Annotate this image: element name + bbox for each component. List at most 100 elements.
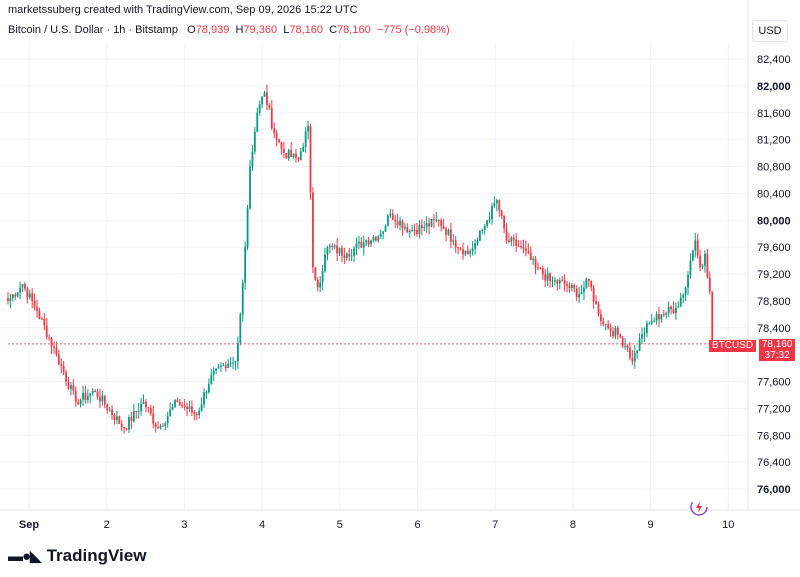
candle-body: [660, 314, 663, 320]
time-tick-label: 5: [337, 519, 343, 531]
candle-body: [181, 405, 184, 407]
candle-body: [125, 428, 128, 430]
candle-body: [200, 404, 203, 411]
currency-selector[interactable]: USD: [752, 20, 788, 42]
candle-body: [186, 406, 188, 410]
candle-body: [101, 395, 104, 402]
candle-body: [256, 112, 259, 132]
price-tick-label: 76,800: [757, 430, 791, 442]
candle-body: [626, 345, 629, 348]
candle-body: [48, 337, 51, 339]
candle-body: [166, 416, 169, 424]
candle-body: [483, 226, 486, 231]
candle-body: [544, 274, 547, 281]
candle-body: [387, 215, 389, 226]
candle-body: [679, 297, 682, 307]
candle-body: [650, 321, 653, 324]
price-axis[interactable]: 82,400 82,000 81,600 81,200 80,800 80,400 80,0…: [757, 54, 791, 496]
candle-body: [178, 401, 181, 406]
candle-body: [86, 396, 89, 400]
candle-body: [575, 288, 578, 298]
candles: [7, 84, 714, 434]
candle-body: [353, 248, 355, 256]
candle-body: [389, 213, 392, 216]
candle-body: [251, 151, 254, 167]
candle-body: [360, 241, 363, 248]
candle-body: [215, 368, 218, 371]
candle-body: [604, 324, 607, 326]
candle-body: [549, 273, 551, 281]
candle-body: [413, 230, 416, 232]
candle-body: [108, 409, 111, 411]
candle-body: [578, 294, 581, 298]
candle-body: [708, 277, 711, 292]
low-label: L: [283, 24, 290, 36]
candle-body: [147, 407, 150, 409]
candle-body: [665, 312, 668, 315]
candle-body: [500, 210, 503, 216]
open-label: O: [187, 24, 196, 36]
candle-body: [40, 318, 43, 320]
candle-body: [474, 243, 476, 249]
candle-body: [377, 236, 380, 241]
candle-body: [341, 247, 343, 256]
candle-body: [406, 227, 409, 233]
candle-body: [517, 245, 520, 247]
candle-body: [643, 333, 646, 335]
candle-body: [670, 306, 672, 310]
candle-body: [607, 324, 610, 328]
candle-body: [96, 391, 99, 398]
candle-body: [159, 425, 162, 429]
candle-body: [616, 327, 619, 335]
candle-body: [89, 393, 92, 397]
time-tick-label: 4: [259, 519, 265, 531]
candle-body: [24, 284, 26, 289]
candle-body: [561, 280, 564, 282]
candle-body: [537, 267, 539, 269]
candle-body: [111, 409, 113, 415]
price-tick-label: 76,000: [757, 484, 791, 496]
candle-body: [14, 294, 17, 297]
candle-body: [60, 364, 63, 366]
candle-body: [82, 392, 84, 400]
candle-body: [462, 249, 464, 255]
grid-lines: [0, 44, 748, 510]
candle-body: [183, 405, 186, 407]
sparkle-icon[interactable]: [689, 497, 709, 517]
candle-body: [290, 150, 293, 157]
price-tick-label: 80,000: [757, 215, 791, 227]
candle-body: [515, 239, 518, 246]
price-tick-label: 76,400: [757, 457, 791, 469]
candle-body: [701, 265, 704, 268]
candle-body: [241, 282, 244, 315]
candle-body: [672, 309, 675, 314]
candle-body: [510, 237, 513, 242]
price-tick-label: 79,600: [757, 242, 791, 254]
candle-body: [55, 347, 58, 355]
candle-body: [595, 301, 597, 305]
candle-body: [295, 153, 297, 158]
candle-body: [31, 293, 34, 302]
candle-body: [77, 401, 80, 405]
change-value: −775 (−0.98%): [376, 24, 450, 36]
candle-body: [36, 307, 38, 311]
candle-body: [447, 229, 450, 235]
candle-body: [128, 417, 130, 430]
tradingview-brand[interactable]: ▬●◣ TradingView: [8, 546, 146, 566]
candle-body: [309, 126, 312, 193]
candle-body: [321, 270, 324, 283]
candle-body: [430, 218, 433, 227]
candle-body: [655, 314, 658, 321]
time-axis[interactable]: Sep 2 3 4 5 6 7 8 9 10: [19, 519, 735, 531]
candle-body: [370, 240, 372, 245]
candle-body: [130, 417, 133, 422]
candle-body: [662, 314, 665, 316]
candle-body: [476, 240, 479, 244]
candle-body: [106, 404, 109, 410]
candle-body: [587, 278, 590, 281]
symbol-name[interactable]: Bitcoin / U.S. Dollar · 1h · Bitstamp: [8, 24, 178, 36]
candle-body: [541, 268, 544, 275]
candle-body: [585, 278, 588, 288]
candle-body: [539, 268, 542, 270]
